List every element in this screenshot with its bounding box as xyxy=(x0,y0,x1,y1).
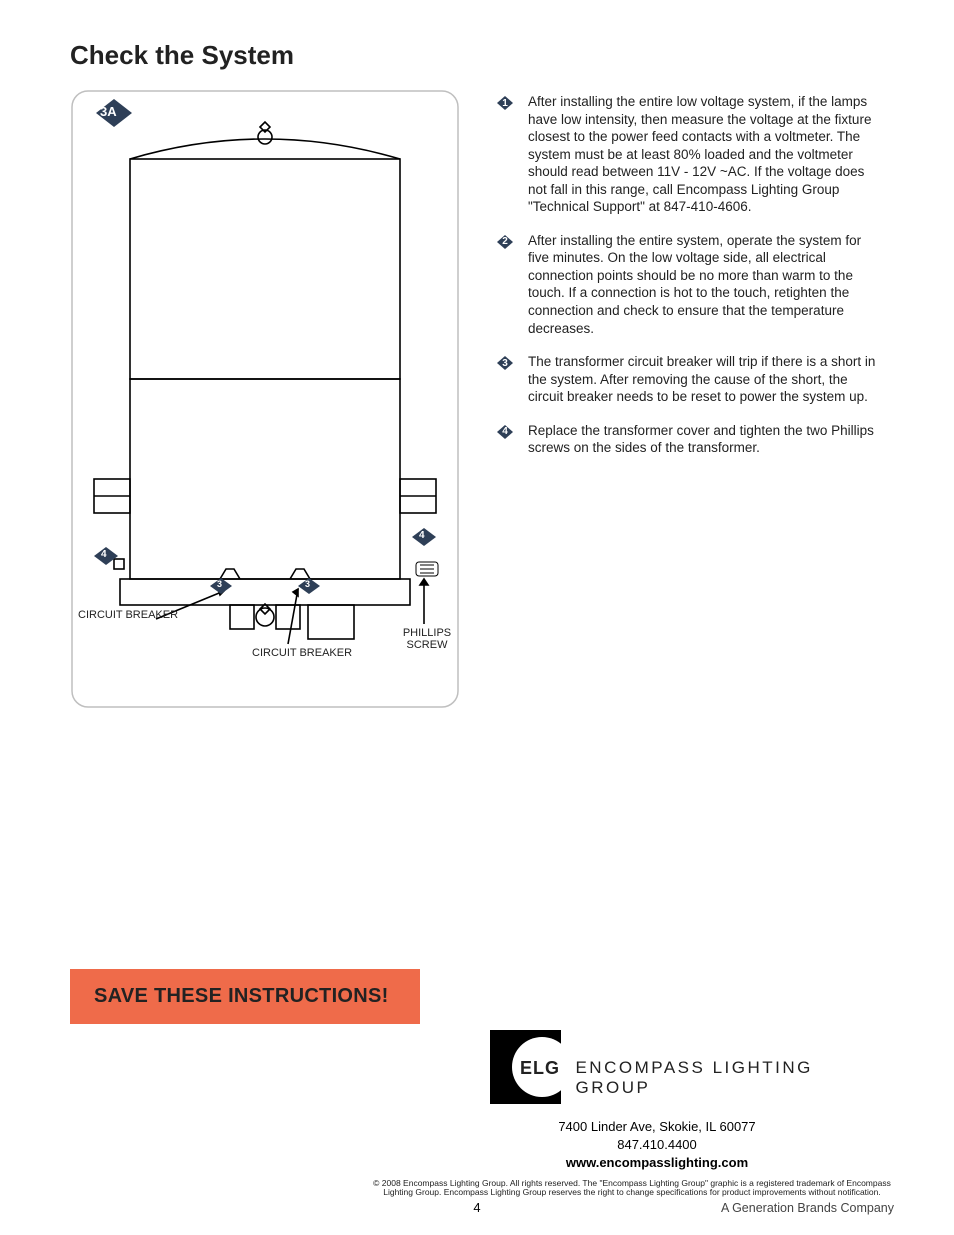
diagram-column: 3A 4 4 3 3 CIRCUIT BREAKER CIRCUIT BREAK… xyxy=(70,89,460,709)
step-num-2: 2 xyxy=(496,233,514,251)
step-4: 4 Replace the transformer cover and tigh… xyxy=(496,422,884,457)
step-text-4: Replace the transformer cover and tighte… xyxy=(528,422,884,457)
step-num-4: 4 xyxy=(496,423,514,441)
diagram-badge-left4: 4 xyxy=(101,549,107,560)
step-bullet-3: 3 xyxy=(496,354,514,372)
step-3: 3 The transformer circuit breaker will t… xyxy=(496,353,884,406)
content-row: 3A 4 4 3 3 CIRCUIT BREAKER CIRCUIT BREAK… xyxy=(70,89,884,709)
label-phillips-screw: PHILLIPS SCREW xyxy=(394,627,460,651)
address-block: 7400 Linder Ave, Skokie, IL 60077 847.41… xyxy=(430,1118,884,1173)
company-name: ENCOMPASS LIGHTING GROUP xyxy=(575,1058,884,1104)
legal-text: © 2008 Encompass Lighting Group. All rig… xyxy=(370,1179,894,1199)
step-text-1: After installing the entire low voltage … xyxy=(528,93,884,216)
logo-row: ELG ENCOMPASS LIGHTING GROUP xyxy=(490,1030,884,1104)
page-number: 4 xyxy=(0,1200,954,1215)
step-bullet-2: 2 xyxy=(496,233,514,251)
transformer-diagram: 3A 4 4 3 3 CIRCUIT BREAKER CIRCUIT BREAK… xyxy=(70,89,460,709)
step-text-2: After installing the entire system, oper… xyxy=(528,232,884,337)
steps-column: 1 After installing the entire low voltag… xyxy=(496,89,884,709)
diagram-badge-3r: 3 xyxy=(305,580,310,590)
step-bullet-1: 1 xyxy=(496,94,514,112)
step-num-1: 1 xyxy=(496,94,514,112)
diagram-badge-right4: 4 xyxy=(419,530,425,541)
footer: ELG ENCOMPASS LIGHTING GROUP 7400 Linder… xyxy=(0,1030,954,1215)
phone-line: 847.410.4400 xyxy=(430,1136,884,1154)
diagram-badge-3l: 3 xyxy=(217,580,222,590)
page-title: Check the System xyxy=(70,40,884,71)
website-line: www.encompasslighting.com xyxy=(430,1154,884,1172)
elg-logo-text: ELG xyxy=(520,1058,560,1079)
save-instructions-banner: SAVE THESE INSTRUCTIONS! xyxy=(70,969,420,1024)
label-circuit-breaker-bottom: CIRCUIT BREAKER xyxy=(252,647,352,659)
address-line: 7400 Linder Ave, Skokie, IL 60077 xyxy=(430,1118,884,1136)
step-2: 2 After installing the entire system, op… xyxy=(496,232,884,337)
label-circuit-breaker-left: CIRCUIT BREAKER xyxy=(78,609,178,621)
step-text-3: The transformer circuit breaker will tri… xyxy=(528,353,884,406)
step-1: 1 After installing the entire low voltag… xyxy=(496,93,884,216)
elg-logo: ELG xyxy=(490,1030,561,1104)
step-bullet-4: 4 xyxy=(496,423,514,441)
diagram-badge-corner: 3A xyxy=(100,105,117,119)
step-num-3: 3 xyxy=(496,354,514,372)
